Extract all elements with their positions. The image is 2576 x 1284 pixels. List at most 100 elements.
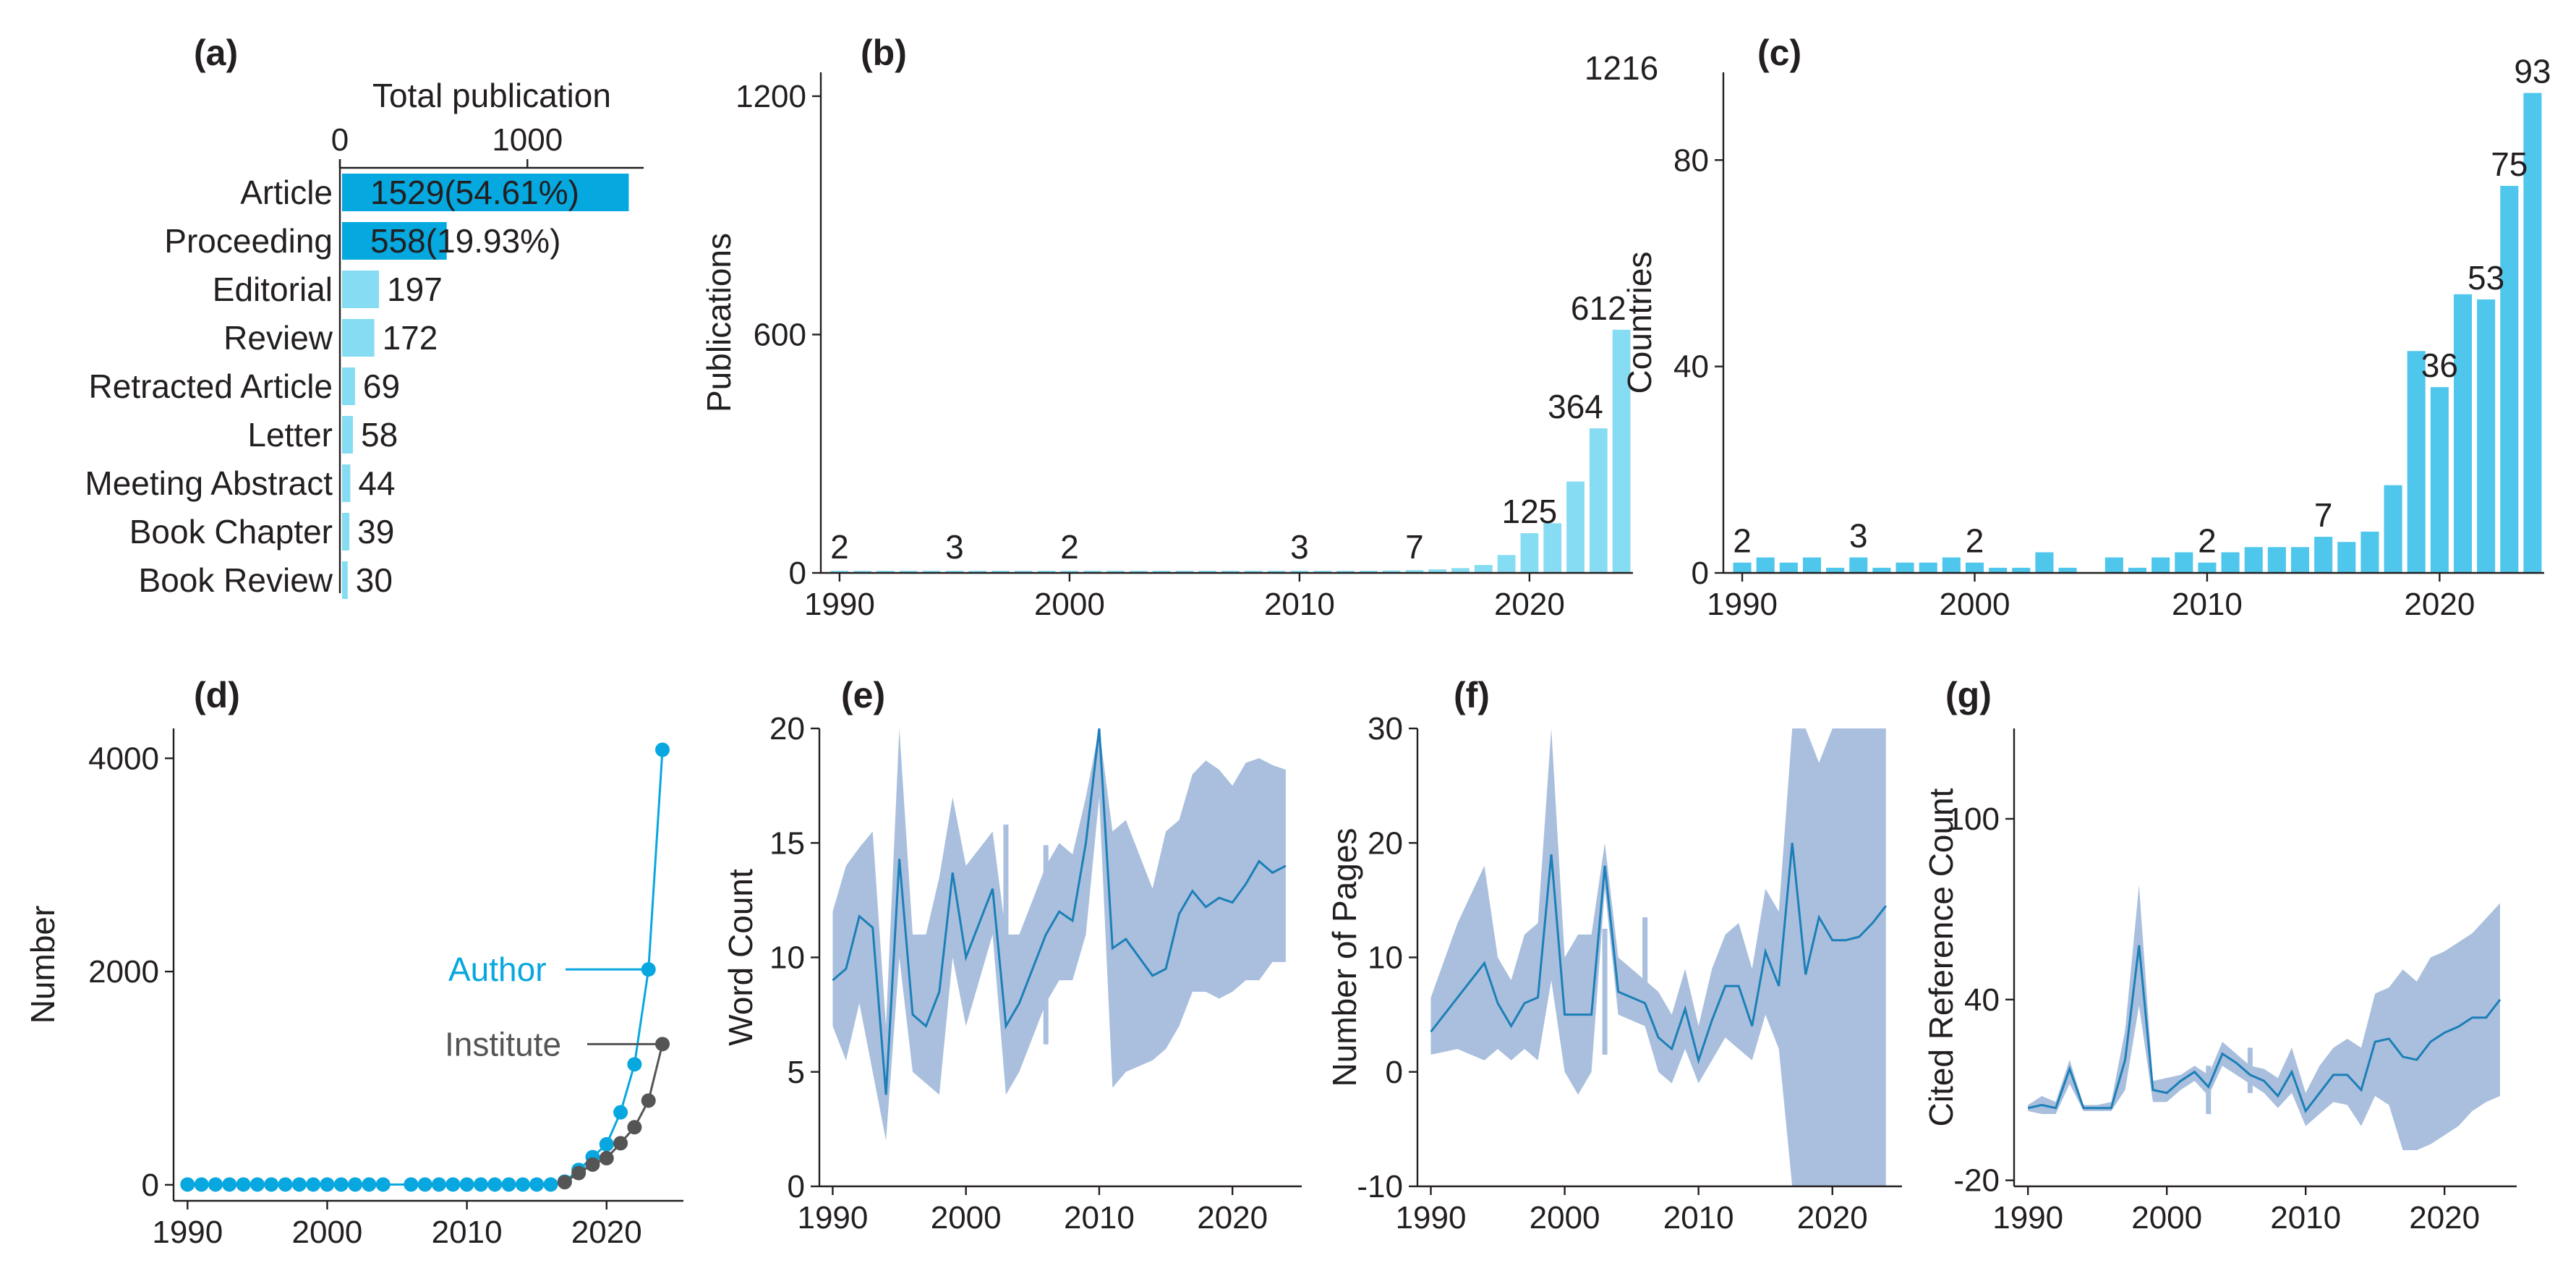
bar [1451, 568, 1470, 573]
panel-c: (c) 2 3 2 2 7 36 53 75 93 1990 2000 2010 2020 0 40 80 Cou… [1621, 33, 2551, 622]
confidence-band [832, 728, 1286, 1141]
bar [1733, 562, 1752, 573]
bar [2151, 557, 2170, 573]
y-tick-label: 40 [1673, 349, 1709, 385]
author-point [194, 1177, 209, 1192]
institute-point [599, 1151, 614, 1166]
x-tick-label: 2010 [1663, 1200, 1734, 1236]
author-point [180, 1177, 195, 1192]
bar [342, 561, 348, 599]
series-label: Author [448, 951, 547, 988]
author-point [445, 1177, 461, 1192]
y-axis-title: Countries [1621, 252, 1658, 394]
y-axis-title: Number of Pages [1326, 828, 1363, 1087]
x-tick-label: 1990 [804, 587, 875, 622]
institute-point [585, 1157, 600, 1172]
series-label: Institute [445, 1025, 561, 1063]
bar [2500, 185, 2519, 573]
x-tick-label: 2020 [1494, 587, 1565, 622]
bar-value-label: 3 [1290, 528, 1309, 566]
x-tick-label: 2020 [2409, 1200, 2480, 1236]
bar-value-label: 30 [356, 561, 393, 599]
bar [1497, 555, 1516, 573]
x-tick-label: 2010 [432, 1215, 503, 1250]
bar [1405, 570, 1424, 573]
author-point [404, 1177, 419, 1192]
y-tick-label: 80 [1673, 143, 1709, 178]
mean-line [2027, 945, 2502, 1113]
bar [1037, 571, 1056, 573]
bar [1129, 571, 1148, 573]
author-point [375, 1177, 391, 1192]
bar-value-label: 93 [2514, 53, 2551, 90]
y-tick-label: 20 [769, 711, 805, 747]
author-point [250, 1177, 265, 1192]
bar [1221, 571, 1240, 573]
y-tick-label: 0 [788, 1169, 805, 1204]
bar-value-label: 558(19.93%) [370, 222, 560, 260]
bar [1919, 562, 1937, 573]
category-label: Retracted Article [89, 367, 333, 405]
y-tick-label: 1200 [735, 79, 806, 114]
y-axis-title: Word Count [722, 869, 759, 1046]
bar [2175, 552, 2193, 573]
bar [342, 416, 354, 454]
author-point [473, 1177, 488, 1192]
bar [899, 571, 918, 573]
bar [922, 571, 941, 573]
x-tick-label: 2000 [1530, 1200, 1600, 1236]
bar [853, 571, 872, 573]
author-point [501, 1177, 516, 1192]
author-point [291, 1177, 307, 1192]
x-tick-label: 2000 [2131, 1200, 2202, 1236]
panel-label: (e) [841, 675, 885, 715]
author-point [208, 1177, 223, 1192]
panel-label: (b) [861, 33, 907, 73]
y-tick-label: 10 [1368, 940, 1403, 976]
author-point [543, 1177, 558, 1192]
bar-value-label: 75 [2491, 145, 2528, 183]
x-tick-label: 2010 [2270, 1200, 2341, 1236]
bar [2337, 542, 2356, 573]
panel-a: (a) Total publication 0 1000 Article 1529(54.… [85, 33, 644, 599]
bar-value-label: 2 [830, 528, 849, 566]
bar [342, 222, 447, 260]
x-tick-label: 2000 [931, 1200, 1002, 1236]
bar [1989, 567, 2008, 573]
bar [1152, 571, 1171, 573]
panel-d: (d) Author Institute 1990 2000 2010 2020 0 2000 4… [24, 675, 683, 1250]
author-point [459, 1177, 474, 1192]
category-label: Meeting Abstract [85, 464, 333, 502]
x-tick-label: 2000 [1034, 587, 1105, 622]
author-point [599, 1136, 614, 1152]
bar-value-label: 172 [383, 319, 438, 357]
bar [1290, 571, 1309, 573]
author-point [264, 1177, 279, 1192]
y-tick-label: -20 [1953, 1163, 2000, 1199]
bar [1083, 571, 1102, 573]
bar [830, 571, 849, 573]
author-point [348, 1177, 363, 1192]
author-point [278, 1177, 293, 1192]
bar [2430, 387, 2449, 573]
bar [342, 367, 355, 405]
x-tick-label: 1990 [152, 1215, 223, 1250]
bar [1589, 428, 1608, 573]
bar-value-label: 1529(54.61%) [370, 174, 579, 211]
bar [1612, 329, 1631, 573]
bar [1872, 567, 1891, 573]
bar [968, 571, 987, 573]
bar-value-label: 39 [357, 513, 394, 550]
mean-line [832, 728, 1287, 1095]
bar [2267, 547, 2286, 573]
bar [1336, 571, 1355, 573]
bar [1849, 557, 1868, 573]
bar [2360, 531, 2379, 573]
bar-value-label: 58 [361, 416, 398, 454]
bar [1428, 569, 1447, 573]
category-label: Proceeding [164, 222, 333, 260]
x-tick-label: 1990 [1396, 1200, 1467, 1236]
bar [1520, 533, 1539, 573]
